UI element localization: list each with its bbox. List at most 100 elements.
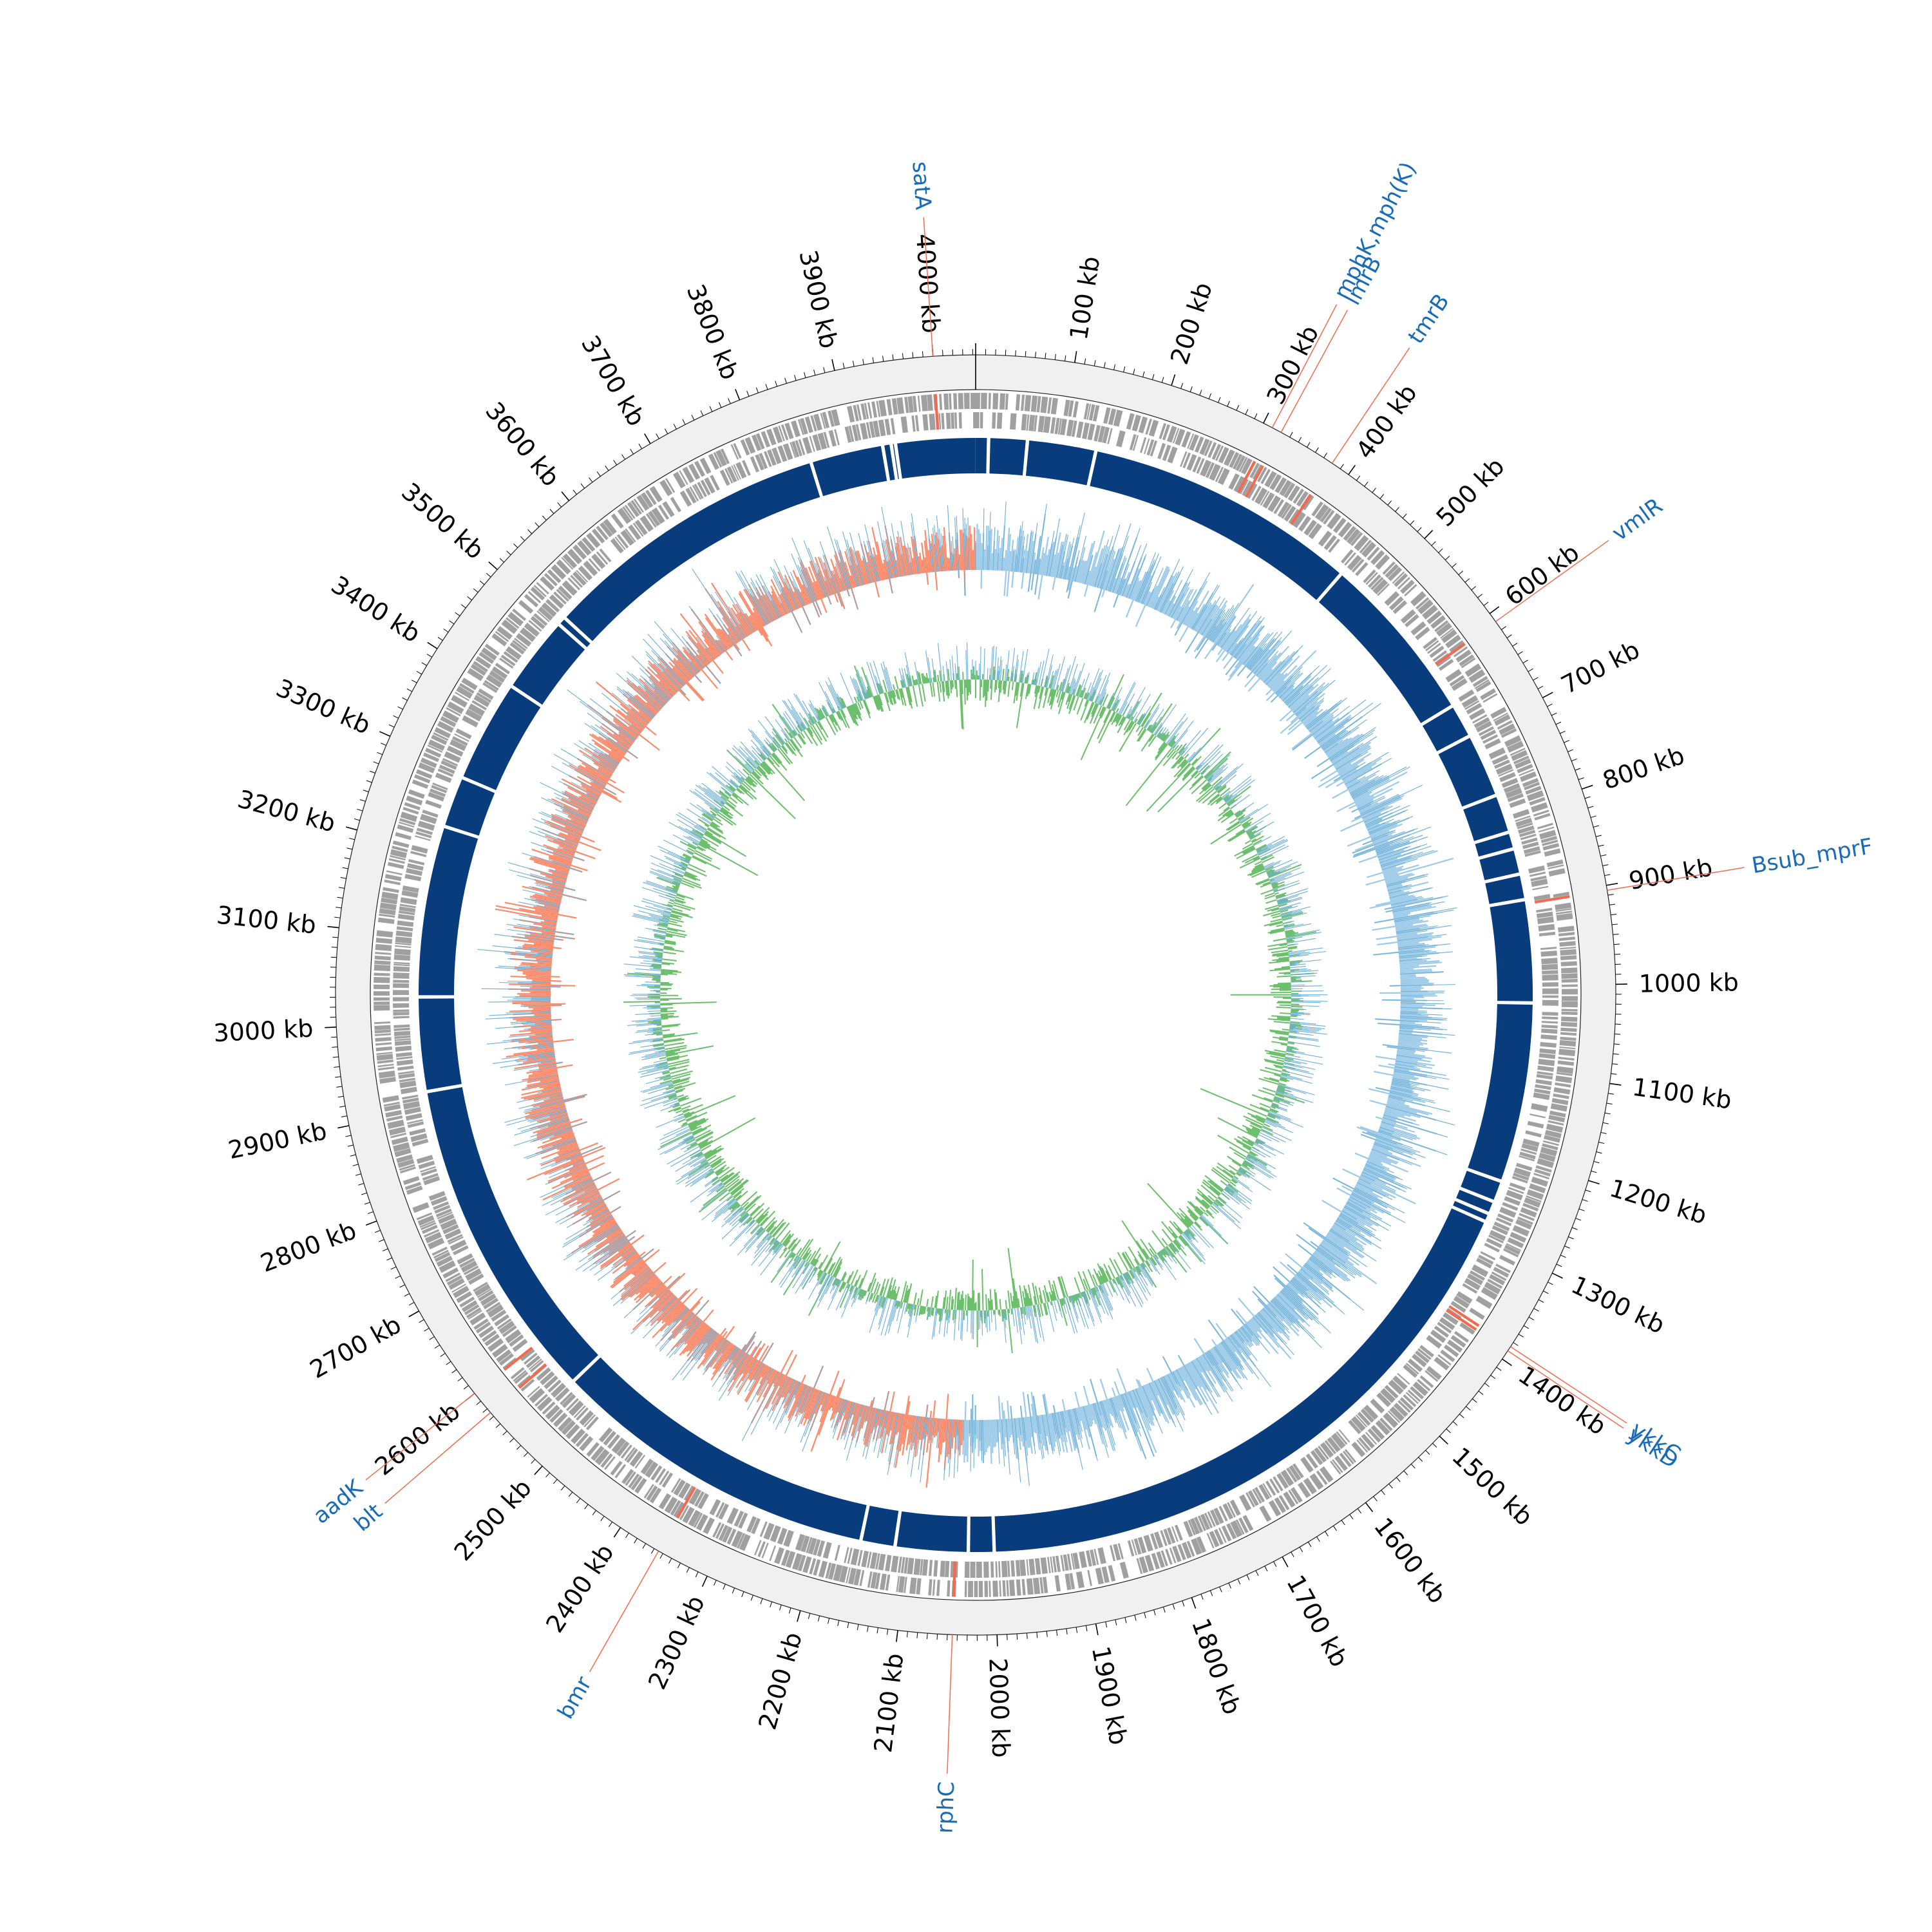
gc-spike xyxy=(1212,603,1240,643)
gc-value-bar xyxy=(526,978,551,980)
gc-spike xyxy=(1122,545,1142,596)
gc-spike xyxy=(1280,1291,1309,1320)
gene-feature xyxy=(1482,734,1499,744)
gc-value-bar xyxy=(1071,1408,1080,1440)
gc-spike xyxy=(1351,766,1407,797)
gene-feature xyxy=(558,1417,573,1432)
gc-spike xyxy=(1399,955,1428,959)
gc-spike xyxy=(1390,1086,1414,1092)
gc-value-bar xyxy=(1263,1307,1285,1331)
gc-spike xyxy=(1108,523,1132,592)
gc-spike xyxy=(1196,1358,1221,1397)
gene-feature xyxy=(1331,1432,1346,1449)
gc-value-bar xyxy=(1184,1364,1198,1387)
gene-feature xyxy=(1357,1412,1371,1426)
gene-feature xyxy=(1221,1525,1232,1542)
gc-spike xyxy=(1379,1126,1417,1140)
gc-value-bar xyxy=(1227,646,1256,681)
gc-spike xyxy=(1137,559,1155,602)
gene-feature xyxy=(1515,1162,1533,1171)
gene-feature xyxy=(996,412,1003,429)
contig-segment xyxy=(427,1087,598,1380)
gene-feature xyxy=(446,1274,463,1286)
gc-skew-bar xyxy=(1272,914,1282,919)
gene-feature xyxy=(1347,554,1362,571)
gene-feature xyxy=(1519,1213,1535,1222)
gene-feature xyxy=(1548,1120,1564,1126)
gc-value-bar xyxy=(1053,553,1059,578)
gc-value-bar xyxy=(1182,1365,1197,1390)
gene-feature xyxy=(495,663,510,675)
gene-feature xyxy=(848,426,855,442)
gc-spike xyxy=(1206,609,1226,639)
gene-feature xyxy=(670,497,681,513)
gene-feature xyxy=(688,463,701,480)
gene-feature xyxy=(562,580,578,596)
gene-feature xyxy=(393,1016,410,1019)
gc-spike xyxy=(1148,1383,1167,1423)
gc-skew-bar xyxy=(1218,802,1227,810)
gc-spike xyxy=(1248,638,1275,670)
gene-feature xyxy=(809,436,815,452)
gene-feature xyxy=(1495,1217,1512,1227)
gc-spike xyxy=(1293,686,1324,714)
gene-feature xyxy=(1204,1512,1213,1529)
gene-feature xyxy=(1278,1495,1290,1511)
gc-value-bar xyxy=(1156,1379,1175,1416)
resistance-gene-marker xyxy=(1446,1309,1477,1331)
gene-feature xyxy=(1536,907,1553,913)
gene-feature xyxy=(1541,958,1558,965)
gene-feature xyxy=(1555,908,1572,913)
gene-feature xyxy=(1502,1202,1519,1211)
gene-feature xyxy=(1070,1553,1075,1570)
resistance-gene-marker xyxy=(1435,642,1466,666)
gc-spike xyxy=(1208,609,1230,640)
gene-feature xyxy=(1522,778,1539,788)
gc-value-bar xyxy=(1144,1384,1153,1401)
gc-value-bar xyxy=(1083,552,1097,597)
gene-feature xyxy=(1556,913,1573,921)
gc-value-bar xyxy=(1044,1414,1051,1445)
gene-feature xyxy=(478,1290,494,1302)
gc-value-bar xyxy=(1357,799,1374,809)
gene-feature xyxy=(393,1012,410,1016)
gene-feature xyxy=(457,1253,473,1265)
gc-spike xyxy=(1322,730,1349,750)
gene-feature xyxy=(1534,813,1551,821)
gc-value-bar xyxy=(1357,1180,1389,1197)
gc-spike xyxy=(1060,562,1065,579)
gc-value-bar xyxy=(1120,571,1130,596)
gene-feature xyxy=(582,536,596,552)
gc-value-bar xyxy=(1383,1112,1398,1119)
gc-spike xyxy=(1220,1341,1248,1380)
gc-spike xyxy=(1264,655,1290,683)
resistance-gene-marker xyxy=(934,393,940,430)
gene-feature xyxy=(1145,419,1152,435)
gene-feature xyxy=(1343,526,1357,541)
gc-skew-bar xyxy=(1059,681,1063,691)
gc-spike xyxy=(1053,1412,1061,1452)
gene-feature xyxy=(1281,504,1292,519)
gene-feature xyxy=(719,469,730,486)
gc-value-bar xyxy=(1382,866,1397,872)
gene-feature xyxy=(1384,1385,1399,1399)
gc-value-bar xyxy=(1285,1253,1322,1285)
gene-feature xyxy=(1262,492,1275,509)
gc-value-bar xyxy=(1291,715,1334,750)
gene-feature xyxy=(1319,1466,1334,1483)
gene-feature xyxy=(1501,777,1519,788)
gene-feature xyxy=(374,1029,391,1034)
gc-value-bar xyxy=(1294,1276,1322,1301)
gc-spike xyxy=(1367,1160,1395,1173)
gene-feature xyxy=(1550,1103,1567,1112)
gene-feature xyxy=(1292,1463,1304,1479)
gc-spike xyxy=(1385,902,1432,913)
gc-value-bar xyxy=(1077,1407,1082,1421)
gene-feature xyxy=(1037,415,1045,433)
gc-spike xyxy=(1249,631,1283,670)
gene-feature xyxy=(1544,848,1561,857)
gc-value-bar xyxy=(1392,905,1432,914)
gene-feature xyxy=(1009,1580,1016,1596)
gene-feature xyxy=(377,1063,394,1068)
gene-feature xyxy=(1415,1350,1430,1363)
